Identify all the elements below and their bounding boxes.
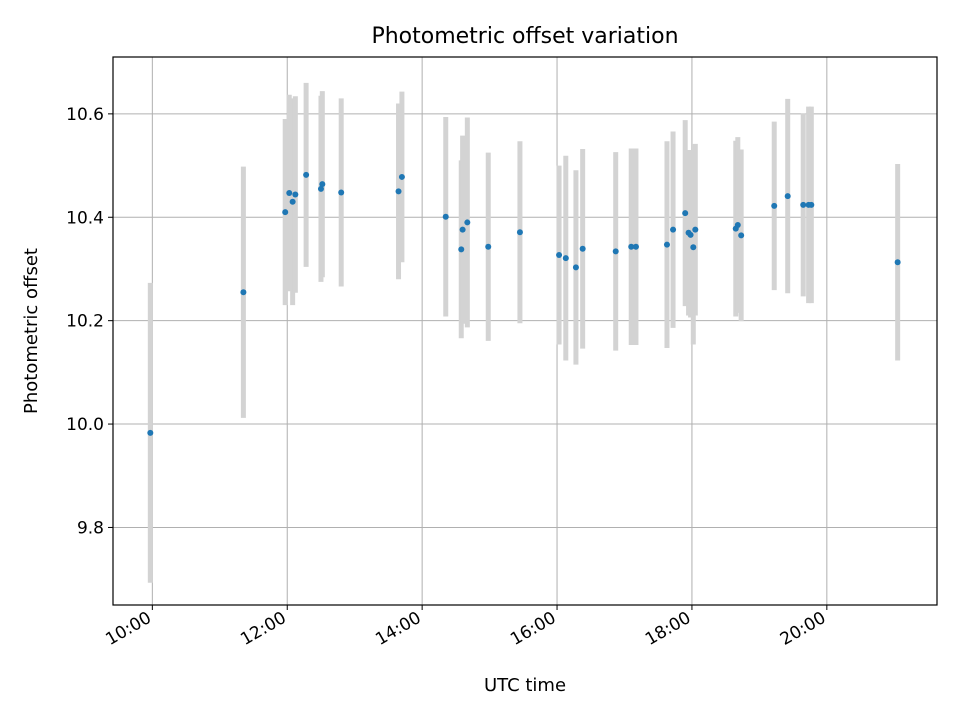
- data-point: [289, 198, 296, 205]
- data-point: [286, 189, 293, 196]
- plot-frame: [112, 56, 938, 606]
- data-point: [800, 201, 807, 208]
- chart-title: Photometric offset variation: [371, 24, 678, 49]
- data-point: [682, 210, 689, 217]
- data-point: [485, 243, 492, 250]
- data-point: [612, 248, 619, 255]
- data-point: [784, 193, 791, 200]
- data-point: [303, 171, 310, 178]
- data-point: [628, 243, 635, 250]
- data-point: [687, 231, 694, 238]
- data-point: [632, 243, 639, 250]
- data-point: [894, 259, 901, 266]
- data-point: [572, 264, 579, 271]
- x-axis-label: UTC time: [484, 675, 566, 696]
- data-points: [147, 171, 901, 436]
- data-point: [464, 219, 471, 226]
- data-point: [282, 209, 289, 216]
- data-point: [771, 202, 778, 209]
- y-tick-label: 10.6: [66, 105, 104, 125]
- y-axis-label: Photometric offset: [21, 248, 42, 414]
- data-point: [516, 229, 523, 236]
- y-tick-label: 10.0: [66, 415, 104, 435]
- data-point: [692, 226, 699, 233]
- data-point: [338, 189, 345, 196]
- y-tick-label: 10.2: [66, 312, 104, 332]
- data-point: [459, 226, 466, 233]
- data-point: [579, 245, 586, 252]
- data-point: [442, 213, 449, 220]
- grid: [113, 57, 937, 605]
- data-point: [398, 173, 405, 180]
- data-point: [738, 232, 745, 239]
- data-point: [292, 191, 299, 198]
- data-point: [458, 246, 465, 253]
- y-tick-label: 9.8: [77, 518, 104, 538]
- data-point: [556, 252, 563, 259]
- data-point: [147, 429, 154, 436]
- data-point: [240, 289, 247, 296]
- data-point: [562, 255, 569, 262]
- data-point: [670, 226, 677, 233]
- data-point: [663, 241, 670, 248]
- data-point: [317, 185, 324, 192]
- y-tick-label: 10.4: [66, 208, 104, 228]
- data-point: [395, 188, 402, 195]
- data-point: [319, 181, 326, 188]
- data-point: [808, 201, 815, 208]
- data-point: [734, 222, 741, 229]
- data-point: [690, 244, 697, 251]
